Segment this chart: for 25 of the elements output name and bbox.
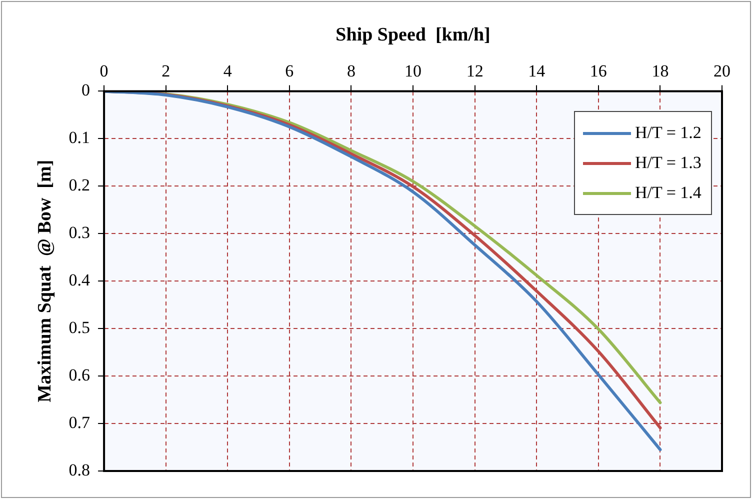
y-axis-title: Maximum Squat @ Bow [m] (34, 160, 56, 402)
y-tick-label: 0.2 (68, 176, 90, 195)
y-tick-label: 0.7 (68, 412, 91, 432)
legend-label: H/T = 1.3 (635, 153, 702, 174)
x-axis-title: Ship Speed [km/h] (336, 24, 490, 46)
x-tick-label: 12 (466, 61, 484, 80)
y-tick-label: 0.3 (68, 223, 90, 242)
x-tick-label: 20 (714, 61, 730, 80)
x-tick-label: 4 (223, 61, 232, 80)
legend-label: H/T = 1.2 (635, 123, 702, 144)
x-tick-label: 0 (100, 61, 108, 80)
y-tick-label: 0.1 (68, 128, 90, 148)
x-tick-label: 6 (285, 61, 294, 80)
x-tick-label: 10 (404, 61, 422, 80)
x-tick-label: 2 (162, 61, 170, 80)
legend-label: H/T = 1.4 (635, 183, 702, 204)
x-tick-label: 14 (528, 61, 546, 80)
y-tick-label: 0.4 (68, 270, 91, 290)
y-tick-label: 0 (82, 80, 90, 100)
y-tick-label: 0.8 (68, 460, 90, 480)
x-tick-label: 16 (590, 61, 607, 80)
y-tick-label: 0.5 (68, 318, 90, 338)
y-tick-label: 0.6 (68, 366, 90, 385)
x-tick-label: 8 (346, 61, 356, 80)
x-tick-label: 18 (652, 61, 669, 80)
